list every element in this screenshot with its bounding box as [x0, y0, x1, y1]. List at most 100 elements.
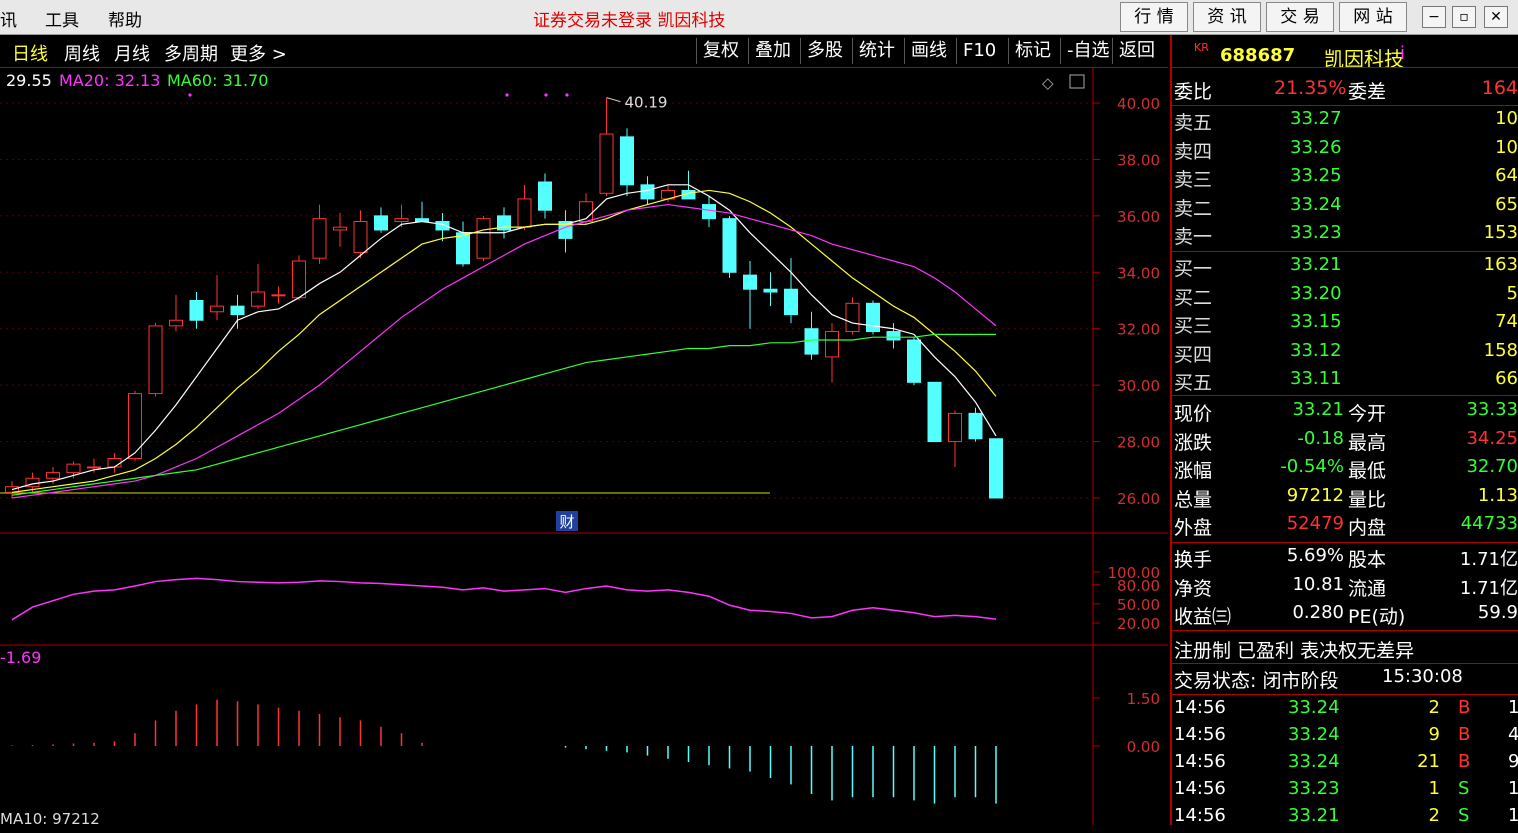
candle-body — [866, 302, 880, 333]
volume: 10 — [1495, 136, 1518, 158]
price: 33.24 — [1288, 697, 1340, 718]
candle-body — [128, 393, 142, 460]
value: 1.71亿 — [1459, 577, 1518, 599]
order-row: 买五 33.11 66 — [1172, 368, 1518, 396]
marker-box[interactable] — [556, 511, 578, 531]
order-row: 卖五 33.27 10 — [1172, 108, 1518, 136]
menu[interactable]: 帮助 — [108, 11, 142, 31]
tab[interactable]: 月线 — [114, 44, 150, 65]
candle-body — [107, 458, 122, 468]
y-tick-label: 1.50 — [1127, 690, 1160, 708]
time: 14:56 — [1174, 805, 1226, 826]
menu[interactable]: 讯 — [0, 11, 17, 31]
stat-row: 外盘 52479 内盘 44733 — [1172, 513, 1518, 541]
time: 14:56 — [1174, 751, 1226, 772]
tool-button[interactable]: 多股 — [800, 38, 849, 64]
tab[interactable]: 更多 > — [230, 44, 287, 65]
tool-button[interactable]: -自选 — [1060, 38, 1116, 64]
candle-body — [251, 291, 265, 307]
chart: ◇ 财 29.55 MA20: 32.13 MA60: 31.70 40.00 38.0… — [0, 68, 1168, 825]
tab[interactable]: 日线 — [12, 44, 48, 65]
stat-row: 涨幅 -0.54% 最低 32.70 — [1172, 456, 1518, 484]
tool-button[interactable]: 返回 — [1112, 38, 1161, 64]
label: 买二 — [1174, 286, 1213, 309]
trade-row: 14:56 33.21 2 S 1 — [1172, 805, 1518, 833]
y-tick-label: 36.00 — [1117, 208, 1160, 226]
minimize[interactable]: − — [1422, 6, 1446, 28]
y-tick-label: 34.00 — [1117, 264, 1160, 282]
separator — [1172, 251, 1518, 252]
candle-body — [702, 204, 716, 220]
separator — [1172, 630, 1518, 631]
top-button[interactable]: 资 讯 — [1193, 2, 1261, 32]
icon[interactable] — [1069, 74, 1085, 89]
label: 净资 — [1174, 577, 1213, 600]
label: 涨幅 — [1174, 460, 1213, 483]
separator — [1172, 395, 1518, 396]
tool-button[interactable]: 叠加 — [748, 38, 797, 64]
label: 涨跌 — [1174, 431, 1213, 454]
tool-button[interactable]: 复权 — [696, 38, 745, 64]
separator — [1172, 663, 1518, 664]
candle-body — [210, 305, 224, 313]
volume: 10 — [1495, 108, 1518, 129]
tab[interactable]: 多周期 — [164, 44, 218, 65]
tool-button[interactable]: 画线 — [904, 38, 953, 64]
icon[interactable]: i — [1400, 43, 1406, 64]
candle-body — [292, 260, 306, 299]
stat-row: 总量 97212 量比 1.13 — [1172, 485, 1518, 513]
value: 1.71亿 — [1459, 549, 1518, 570]
label: 买三 — [1174, 315, 1213, 338]
side: B — [1458, 724, 1471, 745]
value: 0.280 — [1292, 602, 1344, 624]
status-label: 交易状态: 闭市阶段 — [1174, 670, 1339, 692]
side: S — [1458, 778, 1470, 799]
candle-body — [620, 136, 634, 186]
y-tick-label: 20.00 — [1117, 615, 1160, 633]
ma-line — [11, 333, 996, 496]
volume: 9 — [1428, 724, 1440, 745]
marker[interactable]: 财 — [559, 513, 574, 531]
tab[interactable]: 周线 — [64, 44, 100, 65]
candle-body — [333, 226, 347, 231]
volume: 64 — [1495, 165, 1518, 187]
y-tick-label: 26.00 — [1117, 490, 1160, 508]
volume: 2 — [1428, 697, 1440, 718]
notice: 注册制 已盈利 表决权无差异 — [1174, 640, 1415, 662]
time: 14:56 — [1174, 697, 1226, 718]
candle-body — [394, 218, 409, 223]
tool-button[interactable]: 标记 — [1008, 38, 1057, 64]
value: 44733 — [1460, 513, 1518, 535]
trade-row: 14:56 33.24 9 B 4 — [1172, 724, 1518, 752]
separator — [1172, 67, 1518, 68]
label: 卖四 — [1174, 140, 1213, 163]
market: KR — [1194, 41, 1209, 54]
quote-panel: KR 688687 凯因科技 i 委比 21.35% 委差 164 卖五 33.27 10 卖四 33.… — [1170, 35, 1518, 826]
icon[interactable]: ◇ — [1042, 74, 1054, 92]
stock-header: KR 688687 凯因科技 i — [1172, 41, 1518, 71]
y-tick-label: 50.00 — [1117, 596, 1160, 614]
tool-button[interactable]: 统计 — [852, 38, 901, 64]
candle-body — [640, 184, 655, 200]
price: 33.12 — [1290, 339, 1342, 361]
tool-button[interactable]: F10 — [956, 38, 1002, 64]
top-button[interactable]: 网 站 — [1339, 2, 1407, 32]
candle-body — [87, 466, 101, 469]
top-button[interactable]: 行 情 — [1120, 2, 1188, 32]
menu[interactable]: 工具 — [45, 11, 79, 31]
order-row: 卖三 33.25 64 — [1172, 165, 1518, 193]
restore[interactable]: ▫ — [1452, 6, 1476, 28]
close[interactable]: ✕ — [1484, 6, 1508, 28]
price: 33.11 — [1290, 368, 1342, 390]
kdj-line — [11, 577, 997, 621]
value: 1.13 — [1477, 484, 1518, 506]
candle-body — [435, 221, 450, 231]
trade-row: 14:56 33.24 2 B 1 — [1172, 697, 1518, 725]
code: 688687 — [1220, 45, 1296, 66]
value: 59.9 — [1477, 602, 1518, 624]
top-button[interactable]: 交 易 — [1266, 2, 1334, 32]
candle-body — [948, 412, 962, 443]
label: 现价 — [1174, 403, 1213, 425]
status-time: 15:30:08 — [1382, 666, 1463, 687]
